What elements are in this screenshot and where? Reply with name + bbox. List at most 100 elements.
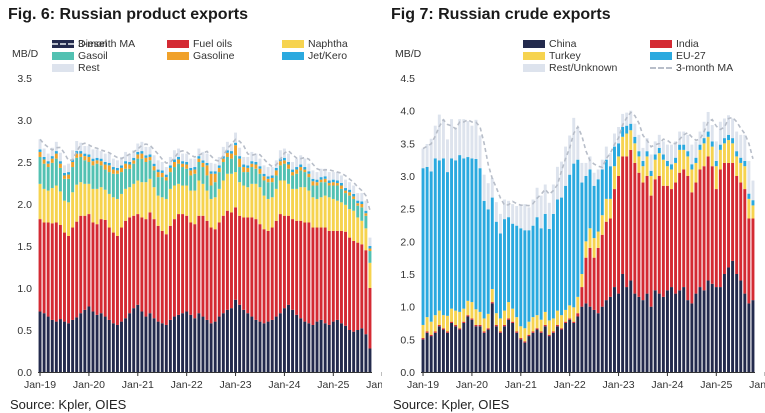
bar-segment-rest — [311, 170, 315, 179]
bar-segment-fuel-oils — [75, 221, 79, 318]
bar-segment-naphtha — [50, 188, 54, 224]
bar-segment-china — [661, 296, 665, 372]
bar-segment-diesel — [258, 321, 262, 372]
legend-color-swatch — [282, 40, 304, 48]
bar-segment-china — [739, 280, 743, 372]
bar-segment-india — [718, 169, 722, 288]
bar-segment-gasoil — [46, 167, 50, 191]
moving-average-line — [422, 111, 754, 207]
bar-segment-gasoline — [217, 167, 221, 173]
bar-segment-gasoil — [287, 168, 290, 184]
bar-segment-eu-27 — [539, 228, 543, 320]
bar-segment-diesel — [99, 313, 103, 372]
bar-segment-rest-unknown — [604, 146, 608, 160]
bar-segment-fuel-oils — [140, 217, 144, 312]
bar-segment-fuel-oils — [58, 225, 62, 320]
bar-segment-fuel-oils — [42, 222, 46, 314]
bar-segment-eu-27 — [665, 160, 669, 167]
bar-segment-naphtha — [87, 183, 91, 215]
bar-segment-gasoil — [356, 205, 360, 218]
bar-segment-fuel-oils — [344, 231, 347, 326]
bar-segment-gasoline — [331, 182, 335, 186]
bar-segment-gasoil — [136, 158, 140, 181]
legend-item-naphtha: Naphtha — [282, 38, 348, 50]
bar-segment-fuel-oils — [225, 210, 229, 310]
bar-segment-gasoline — [185, 164, 189, 169]
panel-product-exports: Fig. 6: Russian product exports 0.0 0.5 1.… — [0, 0, 382, 413]
bar-segment-gasoline — [132, 160, 136, 164]
legend-label: Fuel oils — [193, 38, 233, 50]
bar-segment-diesel — [103, 316, 107, 372]
bar-segment-fuel-oils — [107, 227, 111, 320]
bar-segment-diesel — [303, 321, 307, 372]
bar-segment-india — [498, 331, 502, 333]
bar-segment-rest — [295, 158, 299, 168]
source-note: Source: Kpler, OIES — [393, 397, 510, 412]
bar-segment-diesel — [79, 313, 83, 372]
bar-segment-india — [751, 218, 755, 301]
bar-segment-gasoil — [299, 170, 303, 188]
bar-segment-india — [507, 318, 511, 320]
legend-color-swatch — [282, 52, 304, 60]
bar-segment-gasoline — [274, 170, 278, 176]
bar-segment-gasoline — [282, 160, 286, 164]
bar-segment-eu-27 — [498, 233, 502, 319]
bar-segment-eu-27 — [462, 158, 466, 309]
bar-segment-fuel-oils — [87, 214, 91, 307]
bar-segment-turkey — [661, 159, 665, 186]
bar-segment-diesel — [136, 304, 140, 372]
bar-segment-rest — [54, 141, 58, 152]
bar-segment-jet-kero — [254, 162, 258, 165]
bar-segment-gasoline — [221, 158, 225, 162]
bar-segment-jet-kero — [287, 162, 290, 165]
bar-segment-china — [592, 309, 596, 372]
bar-segment-india — [482, 331, 486, 333]
bar-segment-gasoil — [315, 185, 319, 199]
legend-color-swatch — [523, 52, 545, 60]
bar-segment-jet-kero — [160, 170, 164, 173]
bar-segment-naphtha — [189, 190, 193, 223]
bar-segment-jet-kero — [103, 162, 107, 165]
bar-segment-india — [458, 328, 462, 330]
bar-segment-gasoline — [189, 170, 193, 176]
bar-segment-eu-27 — [450, 158, 454, 309]
bar-segment-gasoline — [168, 167, 172, 173]
bar-segment-china — [653, 290, 657, 372]
bar-segment-rest-unknown — [722, 118, 726, 139]
bar-segment-diesel — [160, 323, 164, 372]
bar-segment-eu-27 — [682, 144, 686, 150]
bar-segment-eu-27 — [441, 158, 445, 316]
bar-segment-naphtha — [364, 228, 368, 251]
bar-segment-china — [498, 332, 502, 372]
bar-segment-eu-27 — [584, 176, 588, 242]
bar-segment-china — [560, 329, 563, 372]
bar-segment-jet-kero — [225, 150, 229, 153]
bar-segment-india — [686, 176, 690, 301]
bar-segment-eu-27 — [633, 136, 637, 144]
bar-segment-china — [478, 326, 482, 372]
bar-segment-turkey — [751, 205, 755, 219]
bar-segment-turkey — [714, 166, 718, 190]
bar-segment-diesel — [201, 316, 205, 372]
bar-segment-fuel-oils — [79, 215, 83, 314]
bar-segment-diesel — [213, 321, 217, 372]
bar-segment-gasoil — [234, 155, 238, 173]
bar-segment-gasoil — [238, 167, 242, 183]
bar-segment-turkey — [674, 162, 678, 183]
legend-label: EU-27 — [676, 50, 706, 62]
bar-segment-jet-kero — [177, 156, 180, 160]
bar-segment-rest — [164, 167, 168, 175]
bar-segment-diesel — [360, 328, 364, 372]
bar-segment-eu-27 — [710, 141, 714, 147]
bar-segment-rest — [75, 141, 79, 152]
bar-segment-rest — [115, 160, 119, 168]
bar-segment-naphtha — [234, 172, 238, 208]
bar-segment-rest — [323, 168, 327, 177]
bar-segment-india — [706, 156, 710, 281]
bar-segment-turkey — [564, 309, 568, 322]
bar-segment-gasoline — [364, 213, 368, 216]
bar-segment-rest-unknown — [613, 133, 616, 147]
bar-segment-fuel-oils — [311, 227, 315, 325]
bar-segment-gasoil — [164, 180, 168, 199]
bar-segment-gasoil — [364, 215, 368, 229]
